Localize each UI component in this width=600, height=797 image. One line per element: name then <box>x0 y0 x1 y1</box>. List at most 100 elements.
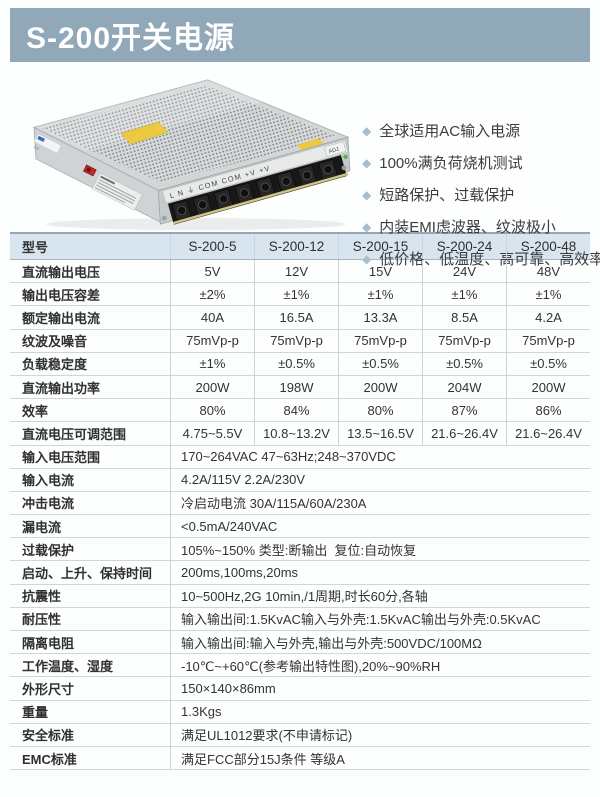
spec-row: 耐压性 输入输出间:1.5KvAC输入与外壳:1.5KvAC输出与外壳:0.5Kv… <box>10 607 590 631</box>
spec-table: 型号 S-200-5 S-200-12 S-200-15 S-200-24 S-200-… <box>10 232 590 771</box>
feature-text: 内装EMI虑波器、纹波极小 <box>379 219 556 236</box>
spec-value: 105%~150% 类型:断输出 复位:自动恢复 <box>170 538 590 561</box>
spec-value: 84% <box>254 399 338 422</box>
spec-value: 10.8~13.2V <box>254 422 338 445</box>
spec-value: ±1% <box>422 283 506 306</box>
yellow-label <box>120 122 169 145</box>
spec-value: 150×140×86mm <box>170 677 590 700</box>
model-column-header: S-200-5 <box>170 234 254 259</box>
diamond-bullet-icon: ◆ <box>362 251 372 266</box>
spec-value: 200W <box>338 375 422 399</box>
power-supply-image: CE <box>32 79 351 231</box>
spec-value: ±0.5% <box>422 352 506 375</box>
spec-value: ±1% <box>170 352 254 375</box>
spec-value: 200W <box>170 375 254 399</box>
common-spec-rows: 输入电压范围 170~264VAC 47~63Hz;248~370VDC 输入电流 4… <box>10 445 590 771</box>
spec-row: 直流电压可调范围 4.75~5.5V 10.8~13.2V 13.5~16.5V 21.… <box>10 422 590 446</box>
spec-row: 效率 80% 84% 80% 87% 86% <box>10 399 590 423</box>
spec-value: -10℃~+60℃(参考输出特性图),20%~90%RH <box>170 654 590 677</box>
spec-row: 输入电流 4.2A/115V 2.2A/230V <box>10 468 590 492</box>
product-section: CE <box>0 62 600 268</box>
feature-text: 短路保护、过载保护 <box>379 187 515 204</box>
spec-value: 86% <box>506 399 590 422</box>
mesh-top-face <box>32 79 350 192</box>
spec-label: 冲击电流 <box>22 496 75 512</box>
spec-row: 输出电压容差 ±2% ±1% ±1% ±1% ±1% <box>10 283 590 307</box>
feature-item: ◆ 低价格、低温度、高可靠、高效率 <box>362 248 600 269</box>
spec-value: ±1% <box>506 283 590 306</box>
spec-value: 21.6~26.4V <box>506 422 590 445</box>
spec-value: 75mVp-p <box>170 329 254 352</box>
diamond-bullet-icon: ◆ <box>362 187 372 202</box>
spec-label: 工作温度、湿度 <box>22 658 114 674</box>
spec-value: 170~264VAC 47~63Hz;248~370VDC <box>170 445 590 468</box>
spec-value: ±1% <box>254 283 338 306</box>
terminal-block <box>167 155 347 225</box>
spec-label: 纹波及噪音 <box>22 334 88 350</box>
yellow-label-small <box>296 138 326 153</box>
spec-value: 200W <box>506 375 590 399</box>
spec-label: 隔离电阻 <box>22 635 75 651</box>
spec-value: ±0.5% <box>254 352 338 375</box>
spec-row: 漏电流 <0.5mA/240VAC <box>10 515 590 539</box>
spec-label: 负载稳定度 <box>22 357 88 373</box>
pcb-edge <box>173 172 349 225</box>
spec-value: 80% <box>338 399 422 422</box>
spec-value: 满足FCC部分15J条件 等级A <box>170 746 590 770</box>
spec-value: 12V <box>254 260 338 283</box>
feature-item: ◆ 短路保护、过载保护 <box>362 184 598 205</box>
table-header-label: 型号 <box>22 240 49 255</box>
spec-value: 16.5A <box>254 306 338 329</box>
adj-box <box>323 141 347 157</box>
spec-value: 输入输出间:1.5KvAC输入与外壳:1.5KvAC输出与外壳:0.5KvAC <box>170 607 590 630</box>
per-model-spec-rows: 直流输出电压 5V 12V 15V 24V 48V 输出电压容差 ±2% ±1% ±1% ±1% ±1… <box>10 260 590 446</box>
spec-value: 40A <box>170 306 254 329</box>
spec-row: 外形尺寸 150×140×86mm <box>10 677 590 701</box>
spec-value: 满足UL1012要求(不申请标记) <box>170 723 590 746</box>
spec-row: 重量 1.3Kgs <box>10 700 590 724</box>
spec-value: 4.2A <box>506 306 590 329</box>
spec-value: 21.6~26.4V <box>422 422 506 445</box>
spec-label: 额定输出电流 <box>22 310 101 326</box>
spec-label: 抗震性 <box>22 589 62 605</box>
spec-value: <0.5mA/240VAC <box>170 515 590 538</box>
spec-label: 输入电流 <box>22 473 75 489</box>
spec-value: 80% <box>170 399 254 422</box>
spec-value: 200ms,100ms,20ms <box>170 561 590 584</box>
feature-item: ◆ 内装EMI虑波器、纹波极小 <box>362 216 598 237</box>
ce-mark: CE <box>33 144 41 151</box>
spec-row: 抗震性 10~500Hz,2G 10min,/1周期,时长60分,各轴 <box>10 584 590 608</box>
spec-label: EMC标准 <box>22 751 77 767</box>
spec-row: 启动、上升、保持时间 200ms,100ms,20ms <box>10 561 590 585</box>
table-header-row: 型号 S-200-5 S-200-12 S-200-15 S-200-24 S-200-… <box>10 234 590 260</box>
spec-value: 5V <box>170 260 254 283</box>
spec-value: 10~500Hz,2G 10min,/1周期,时长60分,各轴 <box>170 584 590 607</box>
diamond-bullet-icon: ◆ <box>362 123 372 138</box>
diamond-bullet-icon: ◆ <box>362 155 372 170</box>
feature-text: 低价格、低温度、高可靠、高效率 <box>379 251 600 268</box>
spec-value: 24V <box>422 260 506 283</box>
terminal-label-strip <box>161 139 349 204</box>
spec-label: 直流输出电压 <box>22 264 101 280</box>
product-photo: CE <box>28 76 358 232</box>
spec-value: 13.5~16.5V <box>338 422 422 445</box>
feature-item: ◆ 全球适用AC输入电源 <box>362 120 598 141</box>
page-title-bar: S-200开关电源 <box>10 8 590 62</box>
spec-row: 纹波及噪音 75mVp-p 75mVp-p 75mVp-p 75mVp-p 75mVp-p <box>10 329 590 353</box>
model-column-header: S-200-12 <box>254 234 338 259</box>
spec-value: 冷启动电流 30A/115A/60A/230A <box>170 491 590 515</box>
spec-value: 13.3A <box>338 306 422 329</box>
adj-label: ADJ <box>328 147 340 156</box>
spec-value: 15V <box>338 260 422 283</box>
model-column-header: S-200-24 <box>422 234 506 259</box>
spec-row: 过载保护 105%~150% 类型:断输出 复位:自动恢复 <box>10 538 590 562</box>
caution-label <box>91 172 143 211</box>
spec-row: 直流输出功率 200W 198W 200W 204W 200W <box>10 375 590 400</box>
spec-value: ±0.5% <box>338 352 422 375</box>
spec-row: 负载稳定度 ±1% ±0.5% ±0.5% ±0.5% ±0.5% <box>10 352 590 376</box>
spec-label: 启动、上升、保持时间 <box>22 566 153 582</box>
spec-value: 75mVp-p <box>338 329 422 352</box>
spec-label: 输出电压容差 <box>22 287 101 303</box>
spec-value: 198W <box>254 375 338 399</box>
spec-value: 75mVp-p <box>422 329 506 352</box>
